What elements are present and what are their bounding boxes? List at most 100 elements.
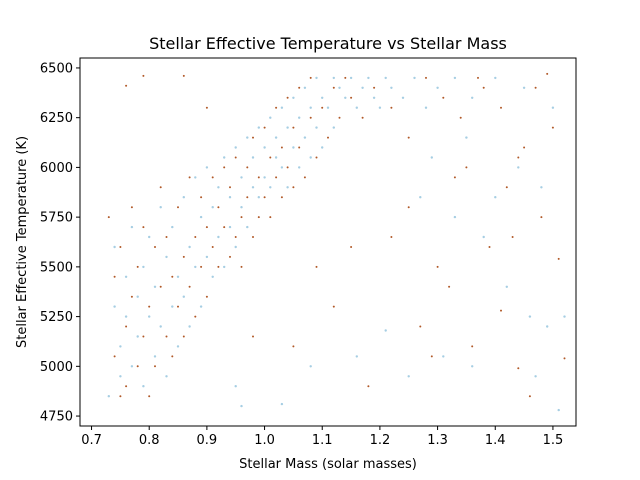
data-point-s2-100: [367, 385, 370, 388]
data-point-s1-34: [205, 166, 209, 169]
data-point-s2-27: [182, 335, 185, 338]
x-tick-label: 1.0: [254, 433, 275, 448]
data-point-s1-107: [384, 329, 387, 332]
data-point-s1-76: [326, 106, 330, 109]
data-point-s1-43: [228, 225, 232, 229]
data-point-s1-112: [442, 355, 445, 358]
data-point-s2-63: [286, 166, 289, 169]
data-point-s1-108: [355, 355, 358, 358]
data-point-s1-8: [130, 225, 134, 229]
y-axis-ticks: 4750 5000 5250 5500 5750 6000 6250 6500: [40, 61, 80, 425]
x-tick-label: 1.5: [543, 433, 564, 448]
data-point-s1-42: [228, 196, 232, 199]
data-point-s2-43: [229, 186, 231, 189]
data-point-s1-2: [113, 305, 116, 308]
data-point-s2-98: [292, 345, 295, 348]
data-point-s1-9: [130, 365, 134, 368]
data-point-s1-98: [240, 404, 243, 408]
data-point-s2-6: [125, 325, 128, 328]
data-point-s2-48: [246, 166, 249, 169]
data-point-s2-14: [148, 395, 151, 398]
data-point-s2-42: [229, 255, 231, 258]
data-point-s1-72: [315, 76, 318, 80]
data-point-s1-41: [223, 265, 226, 269]
data-point-s2-19: [159, 186, 162, 189]
data-point-s2-85: [477, 76, 479, 79]
data-point-s2-39: [217, 265, 220, 268]
data-point-s2-62: [286, 96, 289, 99]
data-point-s2-58: [275, 106, 278, 109]
data-point-s1-4: [119, 345, 122, 348]
data-point-s1-118: [540, 186, 543, 189]
data-point-s1-17: [153, 285, 157, 288]
data-point-s2-93: [205, 106, 208, 109]
data-point-s2-23: [171, 275, 174, 278]
data-point-s1-40: [223, 156, 226, 159]
data-point-s1-89: [401, 96, 405, 100]
data-point-s2-54: [263, 126, 266, 129]
x-axis-label: Stellar Mass (solar masses): [239, 457, 417, 472]
data-point-s2-80: [390, 106, 393, 109]
data-point-s2-102: [557, 257, 560, 260]
data-point-s1-60: [280, 106, 284, 109]
data-point-s1-97: [551, 106, 555, 109]
data-point-s1-116: [494, 196, 497, 199]
data-point-s1-49: [246, 225, 249, 229]
data-point-s1-85: [372, 96, 376, 100]
data-point-s1-83: [361, 86, 364, 90]
data-point-s2-92: [182, 74, 185, 77]
data-point-s1-87: [384, 76, 387, 80]
x-tick-label: 0.7: [81, 433, 102, 448]
data-point-s2-114: [546, 72, 549, 75]
data-point-s2-52: [257, 176, 260, 179]
data-point-s1-105: [546, 325, 549, 328]
data-point-s2-41: [223, 226, 226, 229]
data-point-s1-35: [205, 255, 209, 259]
data-point-s2-86: [500, 106, 502, 109]
data-point-s1-71: [309, 156, 312, 159]
data-point-s1-80: [344, 96, 347, 100]
data-point-s2-1: [107, 216, 110, 219]
data-point-s2-113: [563, 357, 566, 360]
data-point-s2-51: [252, 136, 254, 139]
data-point-s1-93: [453, 76, 457, 80]
data-point-s1-120: [430, 156, 433, 159]
data-point-s2-82: [425, 76, 427, 79]
data-point-s1-102: [482, 235, 485, 239]
data-point-s2-34: [205, 226, 208, 229]
data-point-s1-26: [182, 196, 185, 199]
data-point-s1-115: [563, 315, 566, 318]
data-point-s1-12: [142, 265, 145, 269]
x-tick-label: 0.9: [197, 433, 218, 448]
data-point-s2-119: [448, 285, 451, 288]
data-point-s2-103: [488, 246, 491, 248]
data-point-s1-24: [176, 275, 180, 278]
x-tick-label: 1.3: [427, 433, 448, 448]
data-point-s1-58: [274, 136, 278, 139]
data-point-s2-53: [257, 216, 260, 219]
data-point-s1-65: [292, 146, 295, 149]
data-point-s2-9: [130, 206, 133, 209]
data-point-s1-32: [199, 215, 203, 219]
data-point-s2-46: [240, 216, 243, 219]
data-point-s2-24: [177, 206, 179, 209]
data-point-s1-117: [517, 166, 520, 169]
data-point-s1-66: [298, 116, 301, 119]
data-point-s2-59: [275, 176, 278, 179]
data-point-s2-49: [246, 196, 249, 199]
data-point-s1-59: [274, 156, 278, 159]
data-point-s1-6: [124, 275, 128, 278]
data-point-s1-18: [159, 206, 162, 209]
data-point-s2-95: [471, 345, 474, 348]
data-point-s1-21: [165, 375, 168, 378]
plot-frame: [79, 57, 577, 427]
x-tick-label: 0.8: [139, 433, 160, 448]
data-point-s1-79: [338, 86, 341, 90]
data-point-s2-87: [517, 156, 520, 159]
data-point-s2-7: [125, 385, 128, 388]
data-point-s2-55: [263, 196, 266, 199]
data-point-s2-112: [419, 325, 422, 328]
data-point-s2-4: [119, 395, 122, 398]
data-point-s2-30: [194, 236, 197, 238]
data-point-s2-99: [332, 305, 335, 308]
